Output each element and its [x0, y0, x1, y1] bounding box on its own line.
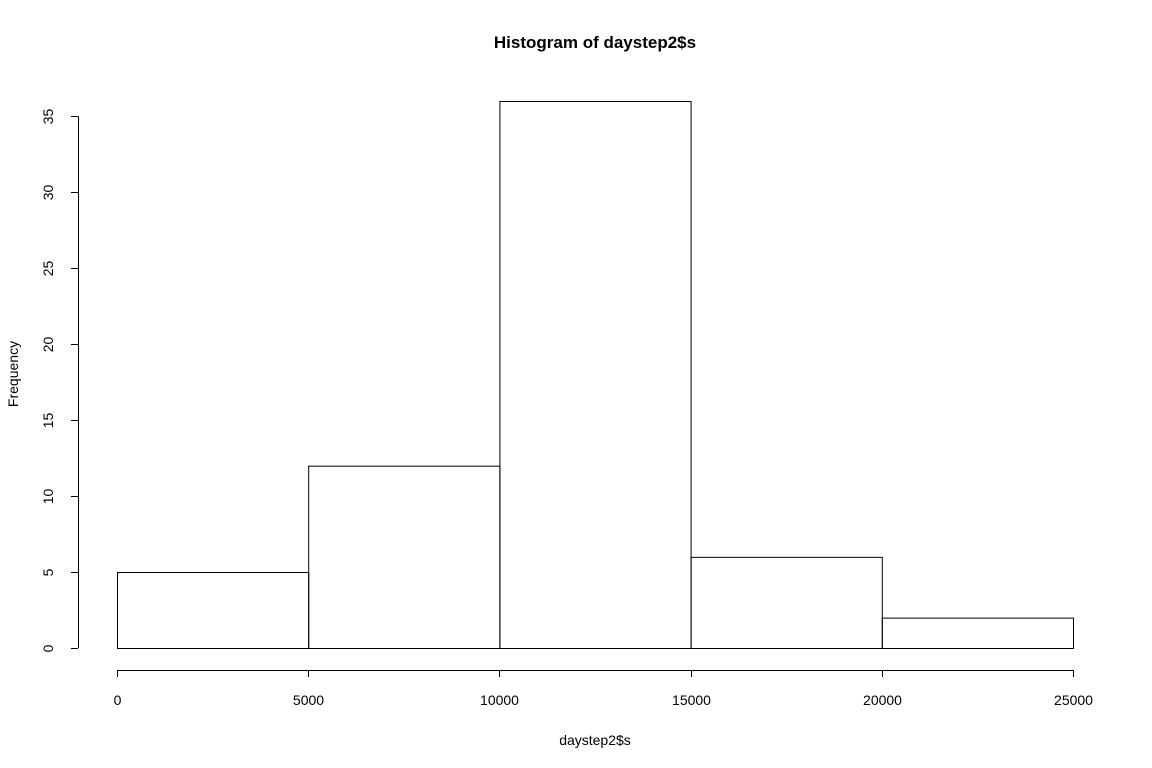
x-tick-label: 10000	[480, 692, 519, 708]
y-tick-label: 20	[40, 337, 56, 353]
y-tick-label: 15	[40, 413, 56, 429]
y-axis-label: Frequency	[5, 341, 21, 407]
x-axis: 0 5000 10000 15000 20000 25000	[114, 670, 1093, 708]
x-axis-label: daystep2$s	[559, 732, 631, 748]
chart-title: Histogram of daystep2$s	[494, 33, 696, 52]
x-tick-label: 25000	[1054, 692, 1093, 708]
bars-group	[117, 101, 1074, 649]
y-tick-label: 10	[40, 489, 56, 505]
x-tick-label: 15000	[672, 692, 711, 708]
histogram-bar	[117, 572, 310, 649]
x-tick-label: 0	[114, 692, 122, 708]
y-tick-label: 5	[40, 568, 56, 576]
x-tick-label: 5000	[293, 692, 324, 708]
x-tick-label: 20000	[863, 692, 902, 708]
y-axis: 0 5 10 15 20 25 30 35	[40, 109, 79, 652]
y-tick-label: 35	[40, 109, 56, 125]
histogram-bar	[308, 465, 501, 649]
y-tick-label: 0	[40, 644, 56, 652]
y-tick-label: 25	[40, 261, 56, 277]
histogram-bar	[690, 556, 883, 649]
histogram-bar	[499, 101, 692, 649]
y-tick-label: 30	[40, 185, 56, 201]
histogram-bar	[881, 617, 1074, 649]
